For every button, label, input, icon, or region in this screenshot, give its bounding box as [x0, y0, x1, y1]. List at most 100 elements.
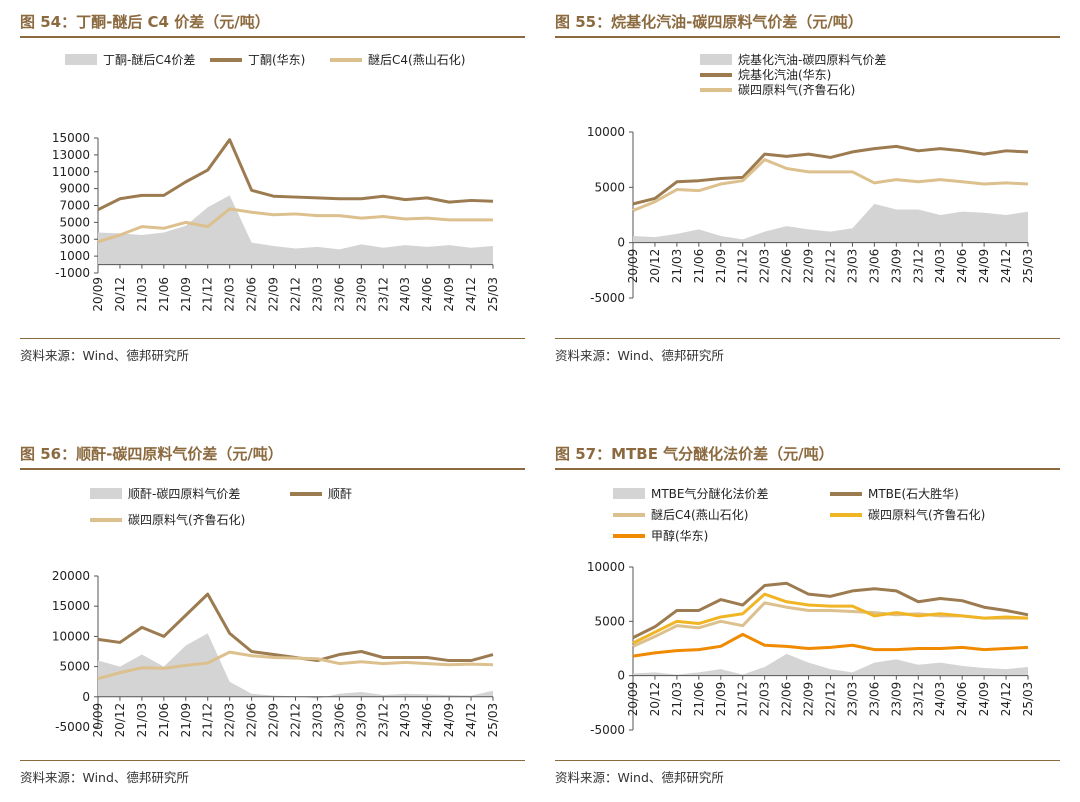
x-tick-label: 21/12 — [736, 682, 750, 717]
x-tick-label: 22/03 — [223, 703, 237, 738]
x-tick-label: 24/09 — [442, 703, 456, 738]
x-tick-label: 23/06 — [332, 277, 346, 312]
x-tick-label: 22/09 — [802, 682, 816, 717]
chart-panel-56: 图 56：顺酐-碳四原料气价差（元/吨） 顺酐-碳四原料气价差 顺酐 碳四原料气(齐… — [20, 440, 525, 785]
x-tick-label: 21/12 — [201, 277, 215, 312]
x-tick-label: 24/06 — [420, 277, 434, 312]
x-tick-label: 22/06 — [245, 703, 259, 738]
x-tick-label: 22/12 — [824, 682, 838, 717]
line-series — [97, 592, 494, 663]
legend-label: 顺酐 — [328, 487, 352, 501]
area-series — [633, 203, 1028, 243]
y-tick-label: -5000 — [55, 720, 90, 734]
x-tick-label: 24/06 — [955, 682, 969, 717]
x-tick-label: 20/09 — [91, 703, 105, 738]
x-tick-label: 21/03 — [670, 682, 684, 717]
x-tick-label: 23/03 — [845, 249, 859, 284]
legend-label: 碳四原料气(齐鲁石化) — [128, 512, 245, 527]
legend-swatch — [65, 54, 97, 65]
x-tick-label: 22/12 — [289, 703, 303, 738]
chart-panel-54: 图 54：丁酮-醚后 C4 价差（元/吨） 丁酮-醚后C4价差 丁酮(华东) 醚后C… — [20, 8, 525, 363]
line-series — [97, 650, 494, 681]
x-tick-label: 21/09 — [714, 249, 728, 284]
x-tick-label: 25/03 — [486, 277, 500, 312]
x-tick-label: 24/12 — [464, 703, 478, 738]
line-series — [632, 592, 1029, 645]
x-tick-label: 22/12 — [289, 277, 303, 312]
x-tick-label: 23/09 — [354, 703, 368, 738]
area-series — [98, 195, 493, 265]
x-tick-label: 21/06 — [692, 249, 706, 284]
y-tick-label: 15000 — [52, 131, 90, 145]
x-tick-label: 20/12 — [113, 277, 127, 312]
line-series — [97, 138, 494, 212]
x-tick-label: 20/09 — [626, 249, 640, 284]
chart-title: 图 56：顺酐-碳四原料气价差（元/吨） — [20, 440, 525, 470]
x-tick-label: 22/03 — [223, 277, 237, 312]
x-tick-label: 23/03 — [845, 682, 859, 717]
x-tick-label: 24/12 — [464, 277, 478, 312]
x-tick-label: 25/03 — [1021, 682, 1035, 717]
x-tick-label: 24/03 — [398, 703, 412, 738]
x-tick-label: 22/03 — [758, 682, 772, 717]
x-tick-label: 22/12 — [824, 249, 838, 284]
x-tick-label: 21/03 — [670, 249, 684, 284]
x-tick-label: 24/03 — [933, 249, 947, 284]
y-tick-label: 11000 — [52, 165, 90, 179]
y-tick-label: 10000 — [587, 125, 625, 139]
x-tick-label: 23/09 — [354, 277, 368, 312]
x-tick-label: 21/09 — [714, 682, 728, 717]
x-tick-label: 24/12 — [999, 249, 1013, 284]
legend-label: 碳四原料气(齐鲁石化) — [738, 82, 855, 97]
x-tick-label: 25/03 — [486, 703, 500, 738]
x-tick-label: 21/09 — [179, 703, 193, 738]
legend-swatch — [90, 488, 122, 499]
x-tick-label: 23/03 — [310, 277, 324, 312]
legend-label: 丁酮-醚后C4价差 — [103, 53, 195, 67]
x-tick-label: 20/12 — [648, 682, 662, 717]
x-tick-label: 22/09 — [802, 249, 816, 284]
x-tick-label: 21/06 — [692, 682, 706, 717]
legend-label: 烷基化汽油(华东) — [738, 67, 831, 82]
chart-panel-57: 图 57：MTBE 气分醚化法价差（元/吨） MTBE气分醚化法价差 MTBE(石… — [555, 440, 1060, 785]
y-tick-label: 5000 — [594, 180, 625, 194]
line-series — [632, 581, 1029, 639]
x-tick-label: 22/09 — [267, 277, 281, 312]
legend-label: 甲醇(华东) — [651, 528, 708, 543]
x-tick-label: 20/12 — [113, 703, 127, 738]
x-tick-label: 22/03 — [758, 249, 772, 284]
legend-label: MTBE(石大胜华) — [868, 486, 959, 501]
x-tick-label: 20/12 — [648, 249, 662, 284]
x-tick-label: 20/09 — [626, 682, 640, 717]
source-note: 资料来源：Wind、德邦研究所 — [555, 760, 1060, 786]
source-note: 资料来源：Wind、德邦研究所 — [555, 338, 1060, 364]
x-tick-label: 23/03 — [310, 703, 324, 738]
line-series — [632, 632, 1029, 658]
x-tick-label: 24/09 — [977, 682, 991, 717]
y-tick-label: 5000 — [59, 660, 90, 674]
legend-swatch — [700, 54, 732, 65]
x-tick-label: 24/03 — [933, 682, 947, 717]
x-tick-label: 24/09 — [977, 249, 991, 284]
x-tick-label: 21/06 — [157, 703, 171, 738]
source-note: 资料来源：Wind、德邦研究所 — [20, 338, 525, 364]
x-tick-label: 25/03 — [1021, 249, 1035, 284]
area-series — [633, 653, 1028, 676]
legend-label: 碳四原料气(齐鲁石化) — [868, 507, 985, 522]
y-tick-label: -5000 — [590, 291, 625, 305]
x-tick-label: 24/06 — [955, 249, 969, 284]
chart-54: 丁酮-醚后C4价差 丁酮(华东) 醚后C4(燕山石化) -1000 1000 3000 50… — [52, 53, 500, 312]
y-tick-label: 1000 — [59, 249, 90, 263]
line-series — [97, 207, 493, 244]
chart-title: 图 55：烷基化汽油-碳四原料气价差（元/吨） — [555, 8, 1060, 38]
x-tick-label: 22/06 — [780, 249, 794, 284]
x-tick-label: 20/09 — [91, 277, 105, 312]
x-tick-label: 22/06 — [245, 277, 259, 312]
y-tick-label: 13000 — [52, 148, 90, 162]
source-note: 资料来源：Wind、德邦研究所 — [20, 760, 525, 786]
x-tick-label: 21/12 — [736, 249, 750, 284]
x-tick-label: 23/12 — [911, 682, 925, 717]
chart-title: 图 54：丁酮-醚后 C4 价差（元/吨） — [20, 8, 525, 38]
x-tick-label: 23/06 — [867, 249, 881, 284]
